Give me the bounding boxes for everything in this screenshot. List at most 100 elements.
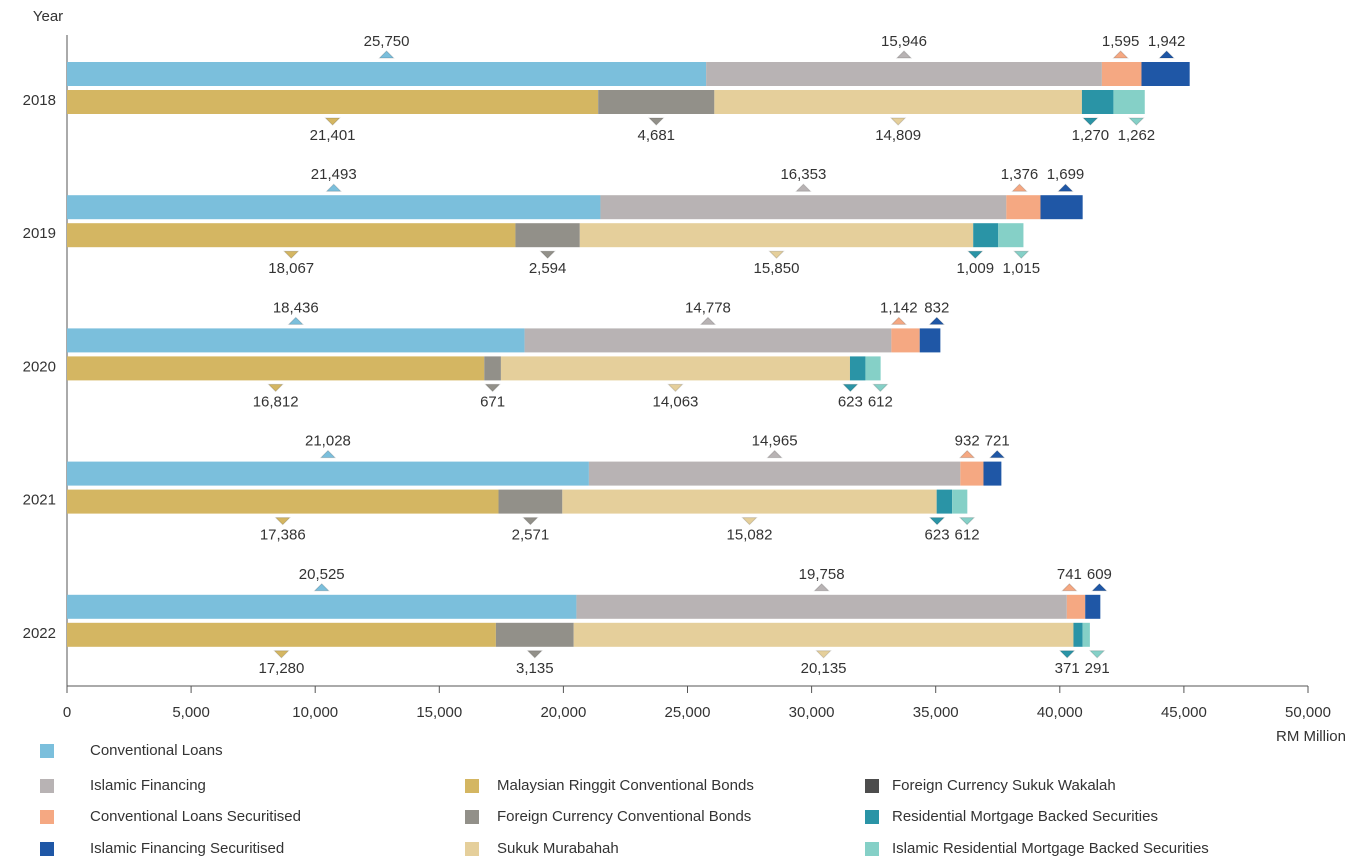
label-pointer: [842, 383, 859, 393]
data-label: 2,594: [529, 260, 567, 277]
label-pointer: [522, 517, 539, 526]
data-label: 14,965: [752, 433, 798, 450]
data-label: 1,262: [1118, 127, 1156, 144]
label-pointer: [539, 250, 556, 259]
x-tick-label: 45,000: [1161, 704, 1207, 721]
bar-segment: [1082, 622, 1090, 647]
data-label: 741: [1057, 566, 1082, 583]
data-label: 371: [1055, 660, 1080, 677]
data-label: 609: [1087, 566, 1112, 583]
label-pointer: [815, 650, 832, 659]
label-pointer: [1158, 50, 1175, 59]
bar-segment: [960, 461, 984, 486]
bar-segment: [1006, 195, 1041, 220]
label-pointer: [378, 50, 395, 59]
bar-segment: [849, 356, 866, 381]
label-pointer: [1112, 50, 1129, 59]
label-pointer: [273, 650, 290, 659]
label-pointer: [895, 50, 913, 59]
label-pointer: [1058, 650, 1076, 659]
legend-label: Islamic Residential Mortgage Backed Secu…: [892, 840, 1209, 857]
data-label: 2,571: [512, 527, 550, 544]
data-label: 20,525: [299, 566, 345, 583]
label-pointer: [988, 449, 1006, 459]
y-tick-label: 2019: [23, 225, 56, 242]
data-label: 21,401: [310, 127, 356, 144]
data-label: 20,135: [801, 660, 847, 677]
bar-segment: [498, 489, 563, 514]
legend-swatch: [465, 842, 479, 856]
label-pointer: [324, 117, 341, 126]
label-pointer: [1057, 183, 1074, 192]
label-pointer: [283, 250, 300, 259]
data-label: 671: [480, 393, 505, 410]
data-label: 832: [924, 299, 949, 316]
bar-segment: [1040, 195, 1083, 220]
label-pointer: [313, 583, 330, 592]
legend-label: Conventional Loans Securitised: [90, 808, 301, 825]
data-label: 16,812: [253, 393, 299, 410]
x-tick-label: 5,000: [172, 704, 210, 721]
bar-segment: [1113, 90, 1145, 114]
data-label: 612: [868, 393, 893, 410]
x-tick-label: 35,000: [913, 704, 959, 721]
data-label: 3,135: [516, 660, 554, 677]
data-label: 17,386: [260, 527, 306, 544]
bar-segment: [1081, 90, 1114, 114]
legend-swatch: [40, 744, 54, 758]
data-label: 4,681: [637, 127, 675, 144]
y-tick-label: 2018: [23, 92, 56, 109]
data-label: 932: [955, 433, 980, 450]
legend-swatch: [865, 810, 879, 824]
bar-segment: [998, 223, 1024, 248]
bar-segment: [67, 594, 577, 619]
bar-segment: [67, 461, 589, 486]
data-label: 17,280: [258, 660, 304, 677]
data-label: 21,028: [305, 433, 351, 450]
data-label: 18,067: [268, 260, 314, 277]
bar-segment: [67, 223, 516, 248]
legend-label: Sukuk Murabahah: [497, 840, 619, 857]
data-label: 1,015: [1003, 260, 1041, 277]
bar-segment: [983, 461, 1002, 486]
bar-segment: [1066, 594, 1086, 619]
label-pointer: [795, 183, 812, 192]
label-pointer: [667, 383, 684, 393]
bar-segment: [495, 622, 574, 647]
data-label: 1,376: [1001, 166, 1039, 183]
legend-label: Foreign Currency Conventional Bonds: [497, 808, 751, 825]
bar-segment: [1141, 62, 1190, 86]
label-pointer: [1128, 117, 1145, 126]
bar-segment: [576, 594, 1067, 619]
x-tick-label: 25,000: [665, 704, 711, 721]
bar-segment: [67, 328, 525, 353]
legend-label: Islamic Financing Securitised: [90, 840, 284, 857]
legend-swatch: [40, 810, 54, 824]
legend-swatch: [40, 842, 54, 856]
bar-segment: [714, 90, 1082, 114]
x-tick-label: 15,000: [416, 704, 462, 721]
bar-segment: [515, 223, 580, 248]
bar-segment: [524, 328, 892, 353]
data-label: 1,270: [1072, 127, 1110, 144]
data-label: 721: [985, 433, 1010, 450]
bar-segment: [67, 622, 496, 647]
bar-segment: [573, 622, 1074, 647]
bar-segment: [67, 489, 499, 514]
data-label: 25,750: [364, 33, 410, 50]
label-pointer: [325, 183, 342, 192]
data-label: 612: [955, 527, 980, 544]
label-pointer: [967, 250, 984, 259]
bar-segment: [1073, 622, 1083, 647]
data-label: 291: [1085, 660, 1110, 677]
legend-label: Foreign Currency Sukuk Wakalah: [892, 777, 1116, 794]
x-tick-label: 0: [63, 704, 71, 721]
bar-segment: [1085, 594, 1101, 619]
label-pointer: [741, 517, 758, 526]
data-label: 15,082: [727, 527, 773, 544]
data-label: 1,942: [1148, 33, 1186, 50]
x-axis-label: RM Million: [1276, 728, 1346, 745]
label-pointer: [1088, 650, 1106, 659]
bar-segment: [588, 461, 961, 486]
